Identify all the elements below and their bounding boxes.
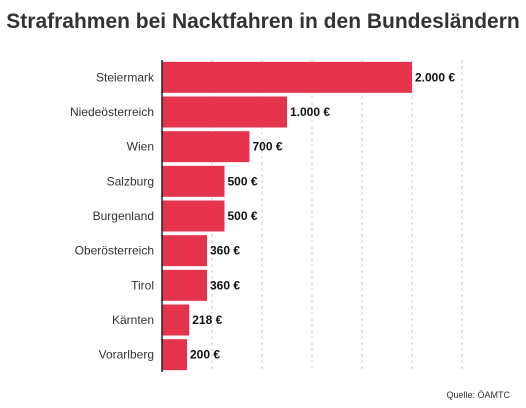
bar: [162, 339, 187, 371]
bar: [162, 235, 207, 267]
category-label: Oberösterreich: [75, 244, 154, 258]
data-label: 218 €: [192, 313, 222, 327]
category-label: Niedeösterreich: [70, 105, 154, 119]
data-label: 500 €: [228, 209, 258, 223]
data-label: 360 €: [210, 244, 240, 258]
category-label: Burgenland: [93, 209, 154, 223]
category-label: Salzburg: [107, 174, 154, 188]
category-label: Steiermark: [96, 70, 155, 84]
bar: [162, 200, 225, 232]
data-label: 2.000 €: [415, 70, 455, 84]
data-label: 500 €: [228, 174, 258, 188]
bar: [162, 165, 225, 197]
data-label: 1.000 €: [290, 105, 330, 119]
category-label: Tirol: [131, 278, 154, 292]
bar: [162, 131, 250, 163]
data-label: 200 €: [190, 348, 220, 362]
bar: [162, 61, 412, 93]
bar: [162, 269, 207, 301]
bar: [162, 96, 287, 128]
data-label: 700 €: [253, 140, 283, 154]
chart-title: Strafrahmen bei Nacktfahren in den Bunde…: [6, 10, 520, 33]
source-note: Quelle: ÖAMTC: [446, 390, 510, 400]
category-label: Wien: [127, 140, 154, 154]
category-label: Kärnten: [112, 313, 154, 327]
bar: [162, 304, 190, 336]
data-label: 360 €: [210, 278, 240, 292]
category-label: Vorarlberg: [99, 348, 154, 362]
